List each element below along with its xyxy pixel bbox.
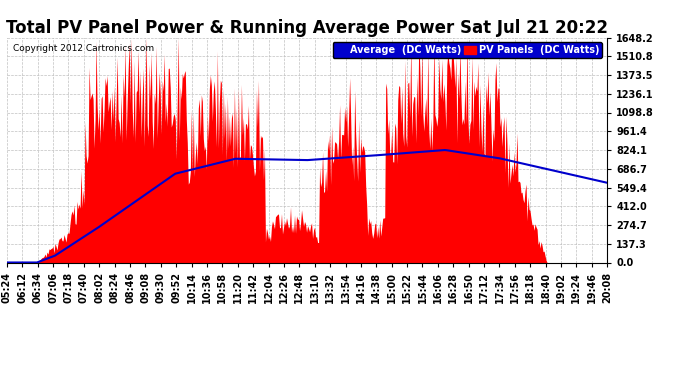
Legend: Average  (DC Watts), PV Panels  (DC Watts): Average (DC Watts), PV Panels (DC Watts) [333, 42, 602, 58]
Title: Total PV Panel Power & Running Average Power Sat Jul 21 20:22: Total PV Panel Power & Running Average P… [6, 20, 608, 38]
Text: Copyright 2012 Cartronics.com: Copyright 2012 Cartronics.com [13, 44, 154, 53]
